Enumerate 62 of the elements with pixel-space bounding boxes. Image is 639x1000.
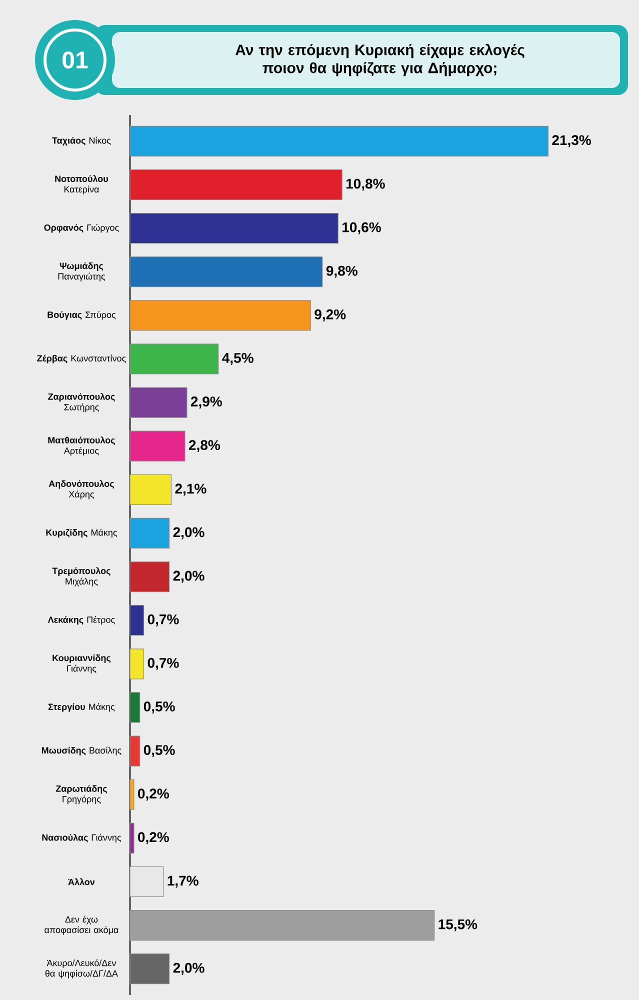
y-tick-label: Ζαριανόπουλος Σωτήρης xyxy=(48,392,115,412)
y-tick-label: Στεργίου Μάκης xyxy=(48,703,115,712)
data-label: 2,0% xyxy=(173,570,204,583)
y-tick-label: Ζέρβας Κωνσταντίνος xyxy=(37,354,126,364)
y-tick-label: Ταχιάος Νίκος xyxy=(52,136,111,146)
bar xyxy=(130,561,170,592)
data-label: 10,8% xyxy=(346,178,385,191)
data-label: 0,5% xyxy=(144,745,175,758)
y-tick-label: Μωυσίδης Βασίλης xyxy=(42,746,122,756)
data-label: 0,7% xyxy=(148,658,179,670)
y-tick-label: Αηδονόπουλος Χάρης xyxy=(48,480,114,500)
y-tick-label: Ζαρωτιάδης Γρηγόρης xyxy=(56,785,107,804)
bar xyxy=(130,474,172,505)
data-label: 15,5% xyxy=(438,919,478,932)
bar xyxy=(130,692,140,723)
data-label: 0,2% xyxy=(138,832,169,844)
data-label: 0,7% xyxy=(148,614,179,626)
y-tick-label: Νοτοπούλου Κατερίνα xyxy=(55,175,108,194)
bar xyxy=(130,648,144,680)
data-label: 2,0% xyxy=(173,527,204,540)
data-label: 2,9% xyxy=(190,396,222,408)
data-label: 10,6% xyxy=(342,222,381,234)
data-label: 2,8% xyxy=(188,440,220,452)
y-tick-label: Λεκάκης Πέτρος xyxy=(48,616,115,625)
data-label: 2,1% xyxy=(175,484,206,496)
bar xyxy=(130,344,219,374)
bar xyxy=(130,910,435,941)
data-label: 9,8% xyxy=(326,266,358,278)
y-tick-label: Βούγιας Σπύρος xyxy=(48,311,116,320)
data-label: 0,2% xyxy=(138,788,169,801)
bar xyxy=(130,822,134,854)
bar xyxy=(130,387,188,418)
data-label: 2,0% xyxy=(173,962,204,975)
data-label: 4,5% xyxy=(222,353,254,365)
y-tick-label: Κουριαννίδης Γιάννης xyxy=(52,654,111,674)
bar xyxy=(130,212,338,244)
bar xyxy=(130,169,342,200)
y-tick-label: Κυριζίδης Μάκης xyxy=(46,528,117,538)
y-tick-label: Άκυρο/Λευκό/Δεν θα ψηφίσω/ΔΓ/ΔΑ xyxy=(45,959,118,978)
bar xyxy=(130,779,134,810)
bar xyxy=(130,430,186,462)
y-tick-label: Ψωμιάδης Παναγιώτης xyxy=(58,262,106,282)
y-tick-label: Ματθαιόπουλος Αρτέμιος xyxy=(48,436,115,456)
data-label: 9,2% xyxy=(314,309,346,322)
y-tick-label: Νασιούλας Γιάννης xyxy=(42,834,122,842)
bar xyxy=(130,954,170,984)
bar xyxy=(130,300,311,331)
bar xyxy=(130,518,170,549)
y-tick-label: Τρεμόπουλος Μιχάλης xyxy=(52,567,110,586)
bar xyxy=(130,866,164,898)
bar xyxy=(130,736,140,766)
data-label: 0,5% xyxy=(144,701,175,714)
bar xyxy=(130,126,548,156)
chart-title: Αν την επόμενη Κυριακή είχαμε εκλογές ποιον θα ψηφίζατε για Δήμαρχο; xyxy=(235,44,524,76)
data-label: 1,7% xyxy=(168,876,198,888)
bar xyxy=(130,605,144,636)
data-label: 21,3% xyxy=(552,135,592,148)
y-tick-label: Ορφανός Γιώργος xyxy=(44,224,119,233)
y-tick-label: Δεν έχω αποφασίσει ακόμα xyxy=(44,916,118,935)
bar xyxy=(130,256,323,288)
y-tick-label: Άλλον xyxy=(68,878,95,886)
text: 01 xyxy=(62,52,88,68)
